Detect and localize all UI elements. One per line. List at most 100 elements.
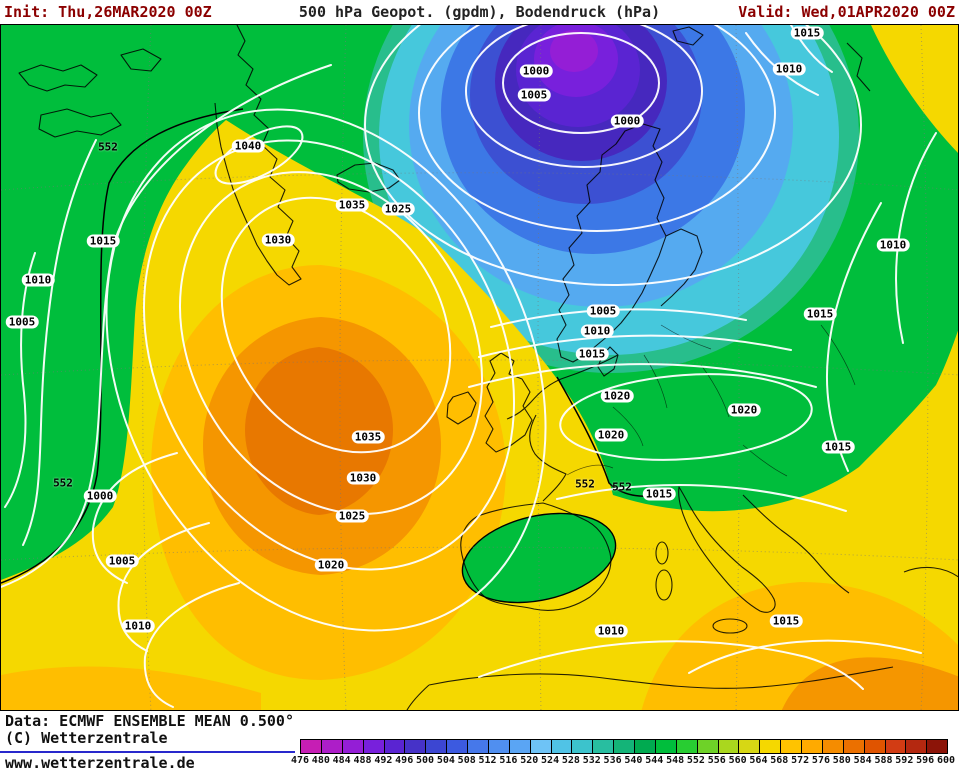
colorbar-label: 480 [311, 755, 330, 766]
pressure-label: 1030 [346, 471, 380, 485]
colorbar-cell [488, 740, 510, 753]
colorbar-label: 540 [624, 755, 643, 766]
colorbar-label: 564 [749, 755, 768, 766]
colorbar-label: 556 [707, 755, 726, 766]
map-title: 500 hPa Geopot. (gpdm), Bodendruck (hPa) [298, 3, 661, 21]
colorbar-cell [614, 740, 635, 753]
colorbar-cell [509, 740, 531, 753]
copyright-line: (C) Wetterzentrale [5, 729, 168, 747]
colorbar-label: 496 [395, 755, 414, 766]
valid-label: Valid: Wed,01APR2020 00Z [738, 3, 955, 21]
colorbar-label: 508 [457, 755, 476, 766]
colorbar-cell [802, 740, 823, 753]
pressure-label: 1020 [314, 558, 348, 572]
colorbar-cell [676, 740, 698, 753]
pressure-label: 1010 [580, 324, 614, 338]
colorbar-cell [885, 740, 907, 753]
colorbar-label: 492 [374, 755, 393, 766]
colorbar-label: 484 [332, 755, 351, 766]
colorbar-label: 544 [645, 755, 664, 766]
colorbar-cell [822, 740, 844, 753]
colorbar-label: 584 [853, 755, 872, 766]
colorbar-label: 516 [499, 755, 518, 766]
colorbar-label: 504 [436, 755, 455, 766]
colorbar-cell [447, 740, 468, 753]
weather-map: 1015 1010 1040 1035 1025 1030 1015 1010 1005 1000… [0, 24, 959, 711]
colorbar-label: 532 [582, 755, 601, 766]
pressure-label: 1010 [594, 624, 628, 638]
pressure-label: 1020 [727, 403, 761, 417]
pressure-label: 1010 [876, 238, 910, 252]
colorbar-label: 524 [541, 755, 560, 766]
data-source-line: Data: ECMWF ENSEMBLE MEAN 0.500° [5, 712, 294, 730]
colorbar-label: 596 [916, 755, 935, 766]
colorbar-label: 520 [520, 755, 539, 766]
colorbar-cell [906, 740, 928, 753]
colorbar-label: 528 [561, 755, 580, 766]
map-label-layer: 1015 1010 1040 1035 1025 1030 1015 1010 1005 1000… [1, 25, 958, 710]
pressure-label: 1015 [642, 487, 676, 501]
website-link[interactable]: www.wetterzentrale.de [5, 754, 195, 772]
colorbar-cell [551, 740, 573, 753]
pressure-label: 1005 [586, 304, 620, 318]
pressure-label: 1000 [610, 114, 644, 128]
pressure-label: 1025 [381, 202, 415, 216]
pressure-label: 1000 [83, 489, 117, 503]
colorbar-cell [655, 740, 677, 753]
colorbar-label: 548 [666, 755, 685, 766]
colorbar-label: 476 [290, 755, 310, 766]
pressure-label: 1015 [790, 26, 824, 40]
colorbar-label: 592 [895, 755, 914, 766]
colorbar-cell [342, 740, 364, 753]
colorbar-cell [426, 740, 448, 753]
init-label: Init: Thu,26MAR2020 00Z [4, 3, 212, 21]
colorbar-cell [760, 740, 782, 753]
colorbar-cell [697, 740, 719, 753]
pressure-label: 1015 [803, 307, 837, 321]
colorbar-cell [927, 740, 948, 753]
colorbar-cell [635, 740, 656, 753]
colorbar-cell [405, 740, 427, 753]
footer: Data: ECMWF ENSEMBLE MEAN 0.500° (C) Wet… [0, 711, 959, 772]
colorbar-cell [301, 740, 322, 753]
geopotential-label: 552 [612, 480, 632, 494]
colorbar-cell [718, 740, 740, 753]
colorbar-labels: 476 480 484 488 492 496 500 504 508 512 516 520 524 5… [291, 755, 955, 767]
pressure-label: 1005 [5, 315, 39, 329]
map-svg [1, 25, 958, 710]
pressure-label: 1020 [594, 428, 628, 442]
colorbar [300, 739, 948, 754]
isobars [1, 25, 937, 708]
fill-layer [1, 25, 958, 710]
colorbar-label: 572 [791, 755, 810, 766]
colorbar-cell [363, 740, 385, 753]
pressure-label: 1010 [121, 619, 155, 633]
pressure-label: 1030 [261, 233, 295, 247]
colorbar-label: 568 [770, 755, 789, 766]
colorbar-label: 536 [603, 755, 622, 766]
pressure-label: 1040 [231, 139, 265, 153]
colorbar-cell [321, 740, 343, 753]
colorbar-label: 552 [686, 755, 705, 766]
colorbar-cell [384, 740, 406, 753]
pressure-label: 1035 [351, 430, 385, 444]
colorbar-label: 580 [832, 755, 851, 766]
pressure-label: 1010 [772, 62, 806, 76]
pressure-label: 1005 [105, 554, 139, 568]
colorbar-label: 600 [936, 755, 956, 766]
pressure-label: 1015 [769, 614, 803, 628]
pressure-label: 1010 [21, 273, 55, 287]
colorbar-cell [572, 740, 594, 753]
geopotential-label: 552 [53, 476, 73, 490]
colorbar-cell [593, 740, 615, 753]
colorbar-label: 512 [478, 755, 497, 766]
colorbar-label: 560 [728, 755, 747, 766]
colorbar-cell [864, 740, 886, 753]
divider-line [0, 751, 295, 753]
pressure-label: 1015 [86, 234, 120, 248]
colorbar-cell [843, 740, 865, 753]
geopotential-label: 552 [575, 477, 595, 491]
pressure-label: 1005 [517, 88, 551, 102]
colorbar-label: 576 [811, 755, 830, 766]
